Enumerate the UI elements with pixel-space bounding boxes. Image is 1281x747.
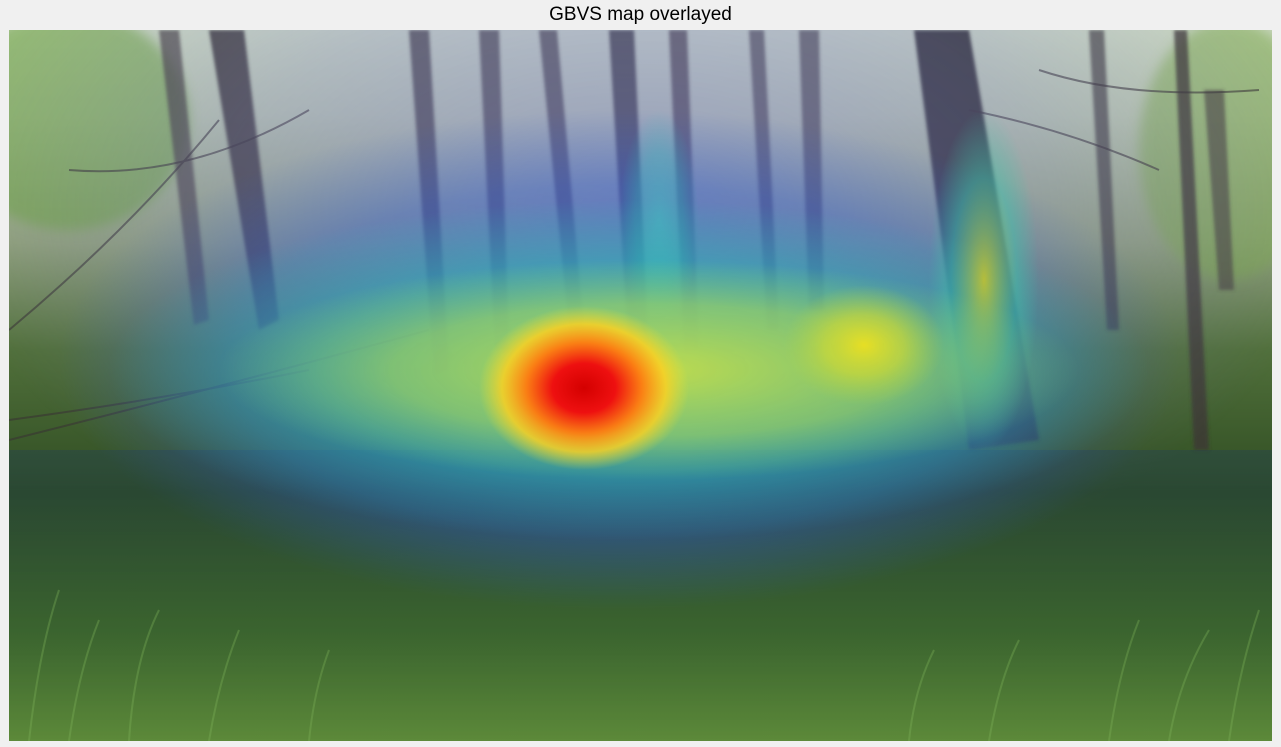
grass-blades: [28, 589, 1260, 741]
overlay-image: [9, 30, 1272, 741]
figure-title: GBVS map overlayed: [549, 4, 732, 25]
saliency-heatmap: [59, 110, 1179, 610]
overlay-image-svg: [9, 30, 1272, 741]
